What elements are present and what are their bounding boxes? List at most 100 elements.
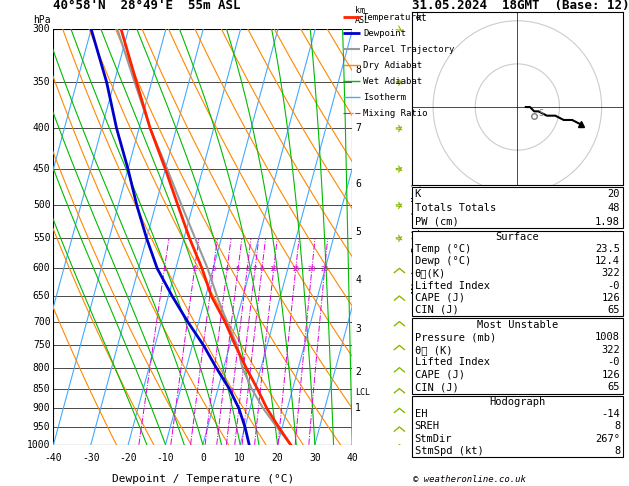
Text: K: K: [415, 189, 421, 199]
Text: 600: 600: [33, 263, 50, 274]
Text: 1: 1: [162, 266, 167, 272]
Text: Lifted Index: Lifted Index: [415, 357, 489, 367]
Text: Dewp (°C): Dewp (°C): [415, 256, 470, 266]
Text: PW (cm): PW (cm): [415, 217, 459, 226]
Text: 65: 65: [608, 305, 620, 315]
Text: 40°58'N  28°49'E  55m ASL: 40°58'N 28°49'E 55m ASL: [53, 0, 241, 12]
Text: Parcel Trajectory: Parcel Trajectory: [363, 45, 454, 53]
Text: 10: 10: [235, 453, 246, 463]
Text: Isotherm: Isotherm: [363, 93, 406, 102]
Text: θᴇ (K): θᴇ (K): [415, 345, 452, 355]
Text: EH: EH: [415, 409, 427, 419]
Text: 6: 6: [245, 266, 249, 272]
Text: 4: 4: [225, 266, 229, 272]
Text: 850: 850: [33, 383, 50, 394]
Text: 20: 20: [608, 189, 620, 199]
Text: -0: -0: [608, 280, 620, 291]
Text: Temp (°C): Temp (°C): [415, 244, 470, 254]
Text: 3: 3: [355, 324, 361, 334]
Text: 23.5: 23.5: [595, 244, 620, 254]
Text: -40: -40: [45, 453, 62, 463]
Text: Dewpoint: Dewpoint: [363, 29, 406, 37]
Text: 4: 4: [355, 275, 361, 285]
Text: 20: 20: [308, 266, 316, 272]
Text: 3: 3: [211, 266, 215, 272]
Text: 300: 300: [33, 24, 50, 34]
Text: Mixing Ratio (g/kg): Mixing Ratio (g/kg): [412, 181, 421, 293]
Text: CIN (J): CIN (J): [415, 382, 459, 392]
Text: 126: 126: [601, 293, 620, 303]
Text: 800: 800: [33, 363, 50, 373]
Text: © weatheronline.co.uk: © weatheronline.co.uk: [413, 474, 526, 484]
Text: 5: 5: [236, 266, 240, 272]
Text: 8: 8: [260, 266, 264, 272]
Text: 20: 20: [272, 453, 284, 463]
Text: 750: 750: [33, 340, 50, 350]
Text: 0: 0: [200, 453, 206, 463]
Text: CAPE (J): CAPE (J): [415, 293, 464, 303]
Text: 2: 2: [192, 266, 197, 272]
Text: SREH: SREH: [415, 421, 440, 432]
Text: -20: -20: [120, 453, 137, 463]
Text: 700: 700: [33, 316, 50, 327]
Text: 30: 30: [309, 453, 321, 463]
Text: 48: 48: [608, 203, 620, 213]
Text: 25: 25: [320, 266, 329, 272]
Text: 450: 450: [33, 164, 50, 174]
Text: S: S: [538, 109, 543, 118]
Text: 31.05.2024  18GMT  (Base: 12): 31.05.2024 18GMT (Base: 12): [412, 0, 629, 12]
Text: 950: 950: [33, 422, 50, 432]
Text: 6: 6: [355, 179, 361, 189]
Text: 8: 8: [614, 446, 620, 456]
Text: Surface: Surface: [496, 232, 539, 242]
Text: LCL: LCL: [355, 388, 370, 397]
Text: 10: 10: [269, 266, 278, 272]
Text: 1000: 1000: [27, 440, 50, 450]
Text: 650: 650: [33, 291, 50, 301]
Text: 40: 40: [347, 453, 358, 463]
Text: Wet Adiabat: Wet Adiabat: [363, 77, 422, 86]
Text: StmSpd (kt): StmSpd (kt): [415, 446, 483, 456]
Text: 126: 126: [601, 370, 620, 380]
Text: 8: 8: [614, 421, 620, 432]
Text: Temperature: Temperature: [363, 13, 422, 21]
Text: Totals Totals: Totals Totals: [415, 203, 496, 213]
Text: 65: 65: [608, 382, 620, 392]
Text: 900: 900: [33, 403, 50, 413]
Text: 1008: 1008: [595, 332, 620, 342]
Text: 7: 7: [355, 123, 361, 134]
Text: hPa: hPa: [33, 15, 50, 25]
Text: 400: 400: [33, 123, 50, 134]
Text: km
ASL: km ASL: [355, 6, 370, 25]
Text: -30: -30: [82, 453, 99, 463]
Text: 8: 8: [355, 65, 361, 75]
Text: CAPE (J): CAPE (J): [415, 370, 464, 380]
Text: -0: -0: [608, 357, 620, 367]
Text: -14: -14: [601, 409, 620, 419]
Text: Most Unstable: Most Unstable: [477, 320, 558, 330]
Text: Lifted Index: Lifted Index: [415, 280, 489, 291]
Text: Mixing Ratio: Mixing Ratio: [363, 109, 428, 118]
Text: Pressure (mb): Pressure (mb): [415, 332, 496, 342]
Text: Hodograph: Hodograph: [489, 397, 545, 407]
Text: 1.98: 1.98: [595, 217, 620, 226]
Text: Dewpoint / Temperature (°C): Dewpoint / Temperature (°C): [112, 474, 294, 484]
Text: 15: 15: [291, 266, 300, 272]
Text: 322: 322: [601, 268, 620, 278]
Text: kt: kt: [416, 13, 428, 23]
Text: Dry Adiabat: Dry Adiabat: [363, 61, 422, 69]
Text: 5: 5: [355, 227, 361, 237]
Text: 322: 322: [601, 345, 620, 355]
Text: 12.4: 12.4: [595, 256, 620, 266]
Text: StmDir: StmDir: [415, 434, 452, 444]
Text: 500: 500: [33, 200, 50, 210]
Text: 2: 2: [355, 367, 361, 377]
Text: 1: 1: [355, 403, 361, 413]
Text: θᴇ(K): θᴇ(K): [415, 268, 446, 278]
Text: -10: -10: [157, 453, 174, 463]
Text: 267°: 267°: [595, 434, 620, 444]
Text: CIN (J): CIN (J): [415, 305, 459, 315]
Text: 7: 7: [253, 266, 257, 272]
Text: 350: 350: [33, 77, 50, 87]
Text: 550: 550: [33, 233, 50, 243]
